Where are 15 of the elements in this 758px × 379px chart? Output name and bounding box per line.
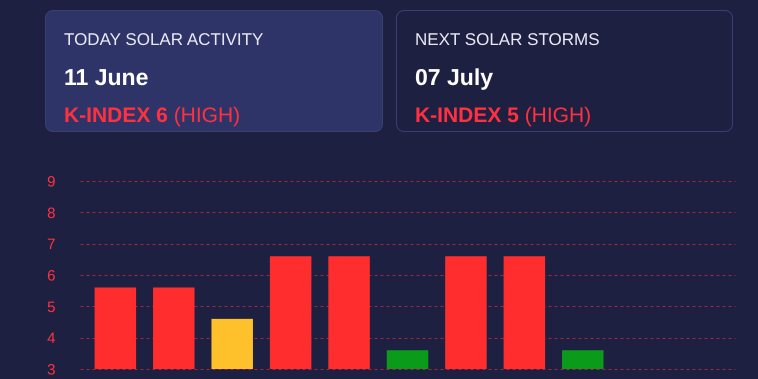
text: TODAY SOLAR ACTIVITY	[64, 30, 264, 50]
y-tick-label: 5	[47, 298, 56, 316]
text: (HIGH)	[172, 104, 240, 127]
y-tick-label: 7	[47, 236, 56, 254]
y-tick-label: 4	[47, 330, 56, 348]
text: K-INDEX 5	[415, 104, 519, 127]
y-tick-label: 3	[47, 362, 56, 378]
y-tick-label: 9	[47, 174, 56, 190]
y-tick-label: 6	[47, 268, 56, 284]
text: 07 July	[415, 64, 493, 91]
text: NEXT SOLAR STORMS	[415, 30, 600, 50]
y-tick-label: 8	[47, 204, 56, 222]
text: (HIGH)	[524, 104, 592, 127]
text: K-INDEX 6	[64, 104, 168, 127]
text: 11 June	[64, 64, 148, 91]
